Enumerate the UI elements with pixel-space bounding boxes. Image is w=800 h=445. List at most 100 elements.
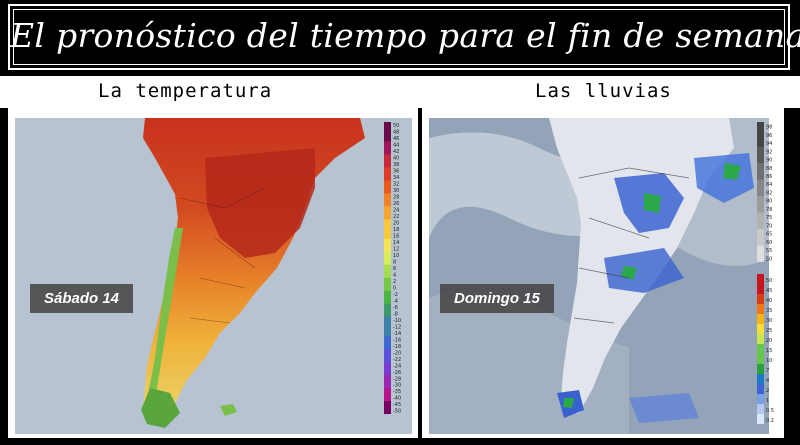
rain-top-colorbar-tick: 94: [766, 141, 772, 147]
temp-colorbar-swatch: [384, 167, 391, 175]
temp-colorbar-tick: -14: [393, 331, 401, 337]
rain-bottom-colorbar-swatch: [757, 354, 764, 365]
temp-colorbar-swatch: [384, 336, 391, 343]
andes-strip: [145, 228, 183, 413]
temp-colorbar-swatch: [384, 375, 391, 382]
rain-bottom-colorbar-tick: 0.5: [766, 408, 774, 414]
temp-colorbar-tick: 22: [393, 214, 399, 220]
rain-cell-green-1: [644, 193, 661, 213]
temp-colorbar-swatch: [384, 212, 391, 220]
temp-colorbar-tick: 44: [393, 143, 399, 149]
temp-colorbar-tick: 8: [393, 259, 396, 265]
rain-bottom-colorbar-tick: 45: [766, 288, 772, 294]
rain-top-colorbar-swatch: [757, 138, 764, 148]
rain-bottom-colorbar-swatch: [757, 294, 764, 305]
rain-top-colorbar-tick: 80: [766, 199, 772, 205]
rain-top-colorbar-tick: 82: [766, 190, 772, 196]
temp-colorbar-tick: 10: [393, 253, 399, 259]
temp-colorbar-tick: 38: [393, 162, 399, 168]
rain-top-colorbar-swatch: [757, 237, 764, 246]
temp-colorbar-swatch: [384, 238, 391, 246]
temp-colorbar-tick: 20: [393, 221, 399, 227]
temp-colorbar-swatch: [384, 284, 391, 292]
cloud-band-1: [429, 132, 629, 238]
rain-bottom-colorbar-tick: 15: [766, 348, 772, 354]
temp-colorbar-swatch: [384, 258, 391, 266]
temperature-map-graphic: [141, 118, 365, 428]
sunday-badge: Domingo 15: [440, 284, 554, 313]
temp-colorbar-tick: -8: [393, 311, 398, 317]
temp-colorbar-swatch: [384, 199, 391, 207]
temp-colorbar-tick: 12: [393, 246, 399, 252]
temperature-panel: 50 48 46 44 42 40 38 36 34 32 30 28 26 24 22 20 18 16 14 12…: [8, 108, 418, 438]
temperature-colorbar: 5048464442403836343230282624222018161412…: [384, 122, 401, 414]
rain-top-colorbar-swatch: [757, 163, 764, 172]
rain-top-colorbar-tick: 60: [766, 240, 772, 246]
country-borders: [179, 187, 266, 324]
rain-top-colorbar-tick: 50: [766, 256, 772, 262]
temp-colorbar-tick: -50: [393, 409, 401, 414]
temp-colorbar-swatch: [384, 219, 391, 227]
rain-top-colorbar-swatch: [757, 204, 764, 213]
rain-bottom-colorbar-swatch: [757, 384, 764, 395]
temp-colorbar-tick: -45: [393, 402, 401, 408]
rain-panel: 98 96 94 92 90 88 86 84 82 80 78 75 70 65 60 55 50 50 45 4…: [422, 108, 784, 438]
rain-top-colorbar-swatch: [757, 212, 764, 222]
temp-colorbar-tick: -12: [393, 324, 401, 330]
temp-colorbar-swatch: [384, 193, 391, 201]
rain-bottom-colorbar-tick: 30: [766, 318, 772, 324]
temp-colorbar-swatch: [384, 316, 391, 324]
rain-top-colorbar-tick: 90: [766, 158, 772, 164]
temp-colorbar-swatch: [384, 173, 391, 181]
rain-bottom-colorbar-swatch: [757, 284, 764, 295]
temp-colorbar-tick: -16: [393, 337, 401, 343]
temp-colorbar-tick: 46: [393, 136, 399, 142]
rain-top-colorbar-swatch: [757, 245, 764, 255]
temp-colorbar-tick: 24: [393, 208, 399, 214]
temp-colorbar-tick: -30: [393, 383, 401, 389]
title-inner-frame: [13, 9, 785, 65]
temp-colorbar-tick: -4: [393, 298, 398, 304]
temp-colorbar-swatch: [384, 401, 391, 408]
temp-colorbar-swatch: [384, 186, 391, 194]
rain-bottom-colorbar-swatch: [757, 404, 764, 415]
temp-colorbar-tick: -18: [393, 344, 401, 350]
temperature-map: [15, 118, 412, 434]
temp-colorbar-tick: 0: [393, 285, 396, 291]
temp-colorbar-tick: -35: [393, 389, 401, 395]
temp-colorbar-tick: -40: [393, 396, 401, 402]
rain-top-colorbar-swatch: [757, 130, 764, 139]
rain-top-colorbar-swatch: [757, 171, 764, 180]
rain-top-colorbar-tick: 75: [766, 215, 772, 221]
temp-colorbar-tick: -20: [393, 350, 401, 356]
rain-top-colorbar-tick: 70: [766, 223, 772, 229]
page-title: El pronóstico del tiempo para el fin de …: [10, 16, 800, 55]
rain-bottom-colorbar-tick: 7: [766, 368, 769, 374]
rain-top-colorbar-swatch: [757, 146, 764, 156]
temp-colorbar-swatch: [384, 206, 391, 214]
hot-region: [205, 148, 315, 258]
temp-colorbar-swatch: [384, 290, 391, 298]
temp-colorbar-tick: 4: [393, 272, 396, 278]
temp-colorbar-tick: -26: [393, 370, 401, 376]
temp-colorbar-swatch: [384, 368, 391, 376]
rain-bottom-colorbar-swatch: [757, 314, 764, 325]
rain-cell-3: [604, 248, 684, 293]
rain-top-colorbar-tick: 84: [766, 182, 772, 188]
temp-colorbar-tick: 48: [393, 130, 399, 136]
rain-bottom-colorbar-swatch: [757, 374, 764, 385]
label-strip: [0, 76, 800, 108]
temp-colorbar-tick: -2: [393, 292, 398, 298]
temp-colorbar-tick: 2: [393, 279, 396, 285]
islands: [220, 404, 237, 416]
temp-colorbar-swatch: [384, 323, 391, 330]
rain-bottom-colorbar-swatch: [757, 274, 764, 285]
rain-top-colorbar-tick: 88: [766, 166, 772, 172]
rain-bottom-colorbar-swatch: [757, 304, 764, 315]
temp-colorbar-tick: 18: [393, 227, 399, 233]
temp-colorbar-swatch: [384, 264, 391, 272]
rain-cell-green-3: [621, 266, 637, 280]
temp-colorbar-swatch: [384, 251, 391, 259]
rain-top-colorbar-tick: 86: [766, 174, 772, 180]
temp-colorbar-swatch: [384, 329, 391, 337]
